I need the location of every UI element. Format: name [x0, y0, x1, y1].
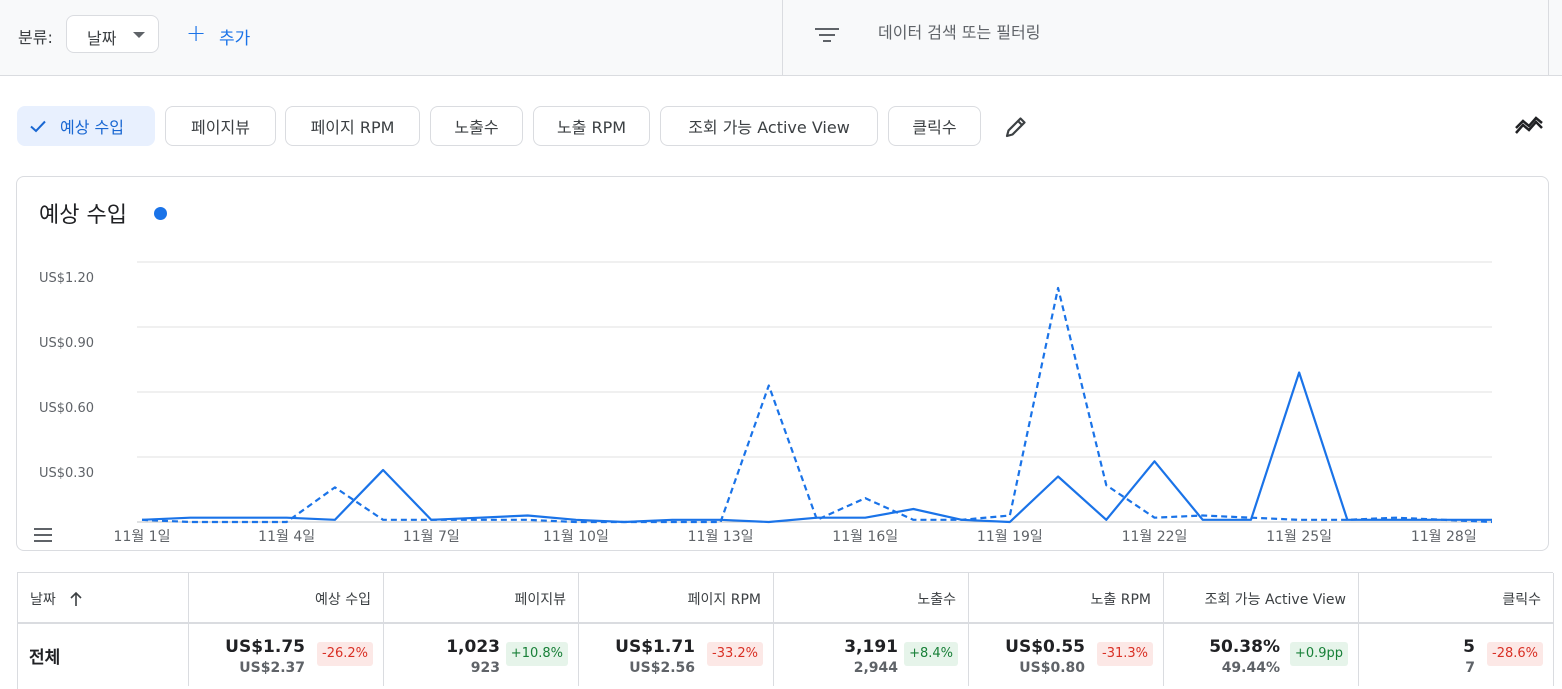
caret-down-icon — [133, 32, 145, 38]
y-tick-label: US$0.90 — [39, 336, 94, 351]
previous-value: US$2.56 — [629, 660, 695, 676]
y-tick-label: US$0.60 — [39, 401, 94, 416]
x-tick-label: 11월 13일 — [688, 529, 754, 545]
compare-trend-icon[interactable] — [1514, 114, 1544, 140]
table-header-pageviews[interactable]: 페이지뷰 — [384, 573, 579, 624]
table-header-clicks[interactable]: 클릭수 — [1359, 573, 1554, 624]
change-badge: +10.8% — [505, 642, 568, 666]
divider — [782, 0, 783, 75]
total-value: US$0.55 — [1005, 637, 1085, 657]
group-by-value: 날짜 — [87, 29, 117, 48]
pencil-icon[interactable] — [1002, 113, 1030, 141]
x-tick-label: 11월 28일 — [1411, 529, 1477, 545]
check-icon — [30, 120, 46, 133]
change-badge: +0.9pp — [1289, 642, 1348, 666]
change-badge: -33.2% — [707, 642, 763, 666]
total-cell-active-view: 50.38% 49.44% +0.9pp — [1164, 624, 1359, 686]
y-tick-label: US$1.20 — [39, 271, 94, 286]
total-value: 50.38% — [1209, 637, 1280, 657]
group-by-label: 분류: — [18, 28, 53, 47]
previous-value: 49.44% — [1221, 660, 1280, 676]
table-header-impressions[interactable]: 노출수 — [774, 573, 969, 624]
metric-chip-label: 페이지 RPM — [310, 118, 395, 137]
table-header-label: 조회 가능 Active View — [1204, 592, 1346, 608]
total-cell-page-rpm: US$1.71 US$2.56 -33.2% — [579, 624, 774, 686]
metric-chip-active-view[interactable]: 조회 가능 Active View — [660, 106, 878, 146]
metric-chip-pageviews[interactable]: 페이지뷰 — [165, 106, 276, 146]
chart-card: 예상 수입 US$1.20 US$0.90 US$0.60 US$0.30 11월 1일… — [16, 176, 1549, 551]
table-header-estimated-earnings[interactable]: 예상 수입 — [189, 573, 384, 624]
x-tick-label: 11월 16일 — [832, 529, 898, 545]
total-value: 5 — [1463, 637, 1475, 657]
x-tick-label: 11월 25일 — [1266, 529, 1332, 545]
search-input[interactable] — [878, 23, 1518, 42]
total-cell-estimated-earnings: US$1.75 US$2.37 -26.2% — [189, 624, 384, 686]
table-header-label: 날짜 — [30, 592, 56, 608]
table-header-label: 페이지뷰 — [514, 592, 566, 608]
line-chart: US$1.20 US$0.90 US$0.60 US$0.30 11월 1일 11월 4일… — [39, 261, 1493, 545]
total-value: US$1.75 — [225, 637, 305, 657]
total-value: US$1.71 — [615, 637, 695, 657]
metric-chip-label: 노출수 — [454, 118, 499, 137]
total-row-label: 전체 — [29, 648, 61, 668]
metric-chip-label: 예상 수입 — [60, 118, 124, 137]
toolbar: 분류: 날짜 + 추가 — [0, 0, 1562, 76]
total-cell-impressions: 3,191 2,944 +8.4% — [774, 624, 969, 686]
menu-icon[interactable] — [34, 528, 52, 542]
metric-chip-label: 페이지뷰 — [191, 118, 250, 137]
metric-chip-label: 조회 가능 Active View — [688, 118, 850, 137]
metric-chip-clicks[interactable]: 클릭수 — [888, 106, 981, 146]
metric-chip-label: 클릭수 — [912, 118, 957, 137]
table-header-label: 클릭수 — [1502, 592, 1541, 608]
group-by-select[interactable]: 날짜 — [66, 15, 159, 53]
previous-value: US$0.80 — [1019, 660, 1085, 676]
filter-icon[interactable] — [815, 24, 841, 46]
current-period-line — [141, 371, 1492, 524]
x-tick-label: 11월 4일 — [258, 529, 315, 545]
metric-chip-impression-rpm[interactable]: 노출 RPM — [533, 106, 650, 146]
x-tick-label: 11월 10일 — [543, 529, 609, 545]
metric-chip-page-rpm[interactable]: 페이지 RPM — [285, 106, 420, 146]
previous-value: 2,944 — [853, 660, 898, 676]
plus-icon: + — [186, 19, 207, 47]
total-cell-clicks: 5 7 -28.6% — [1359, 624, 1554, 686]
previous-period-line — [141, 286, 1493, 524]
table-header-date[interactable]: 날짜 — [18, 573, 189, 624]
change-badge: -31.3% — [1097, 642, 1153, 666]
table-header-page-rpm[interactable]: 페이지 RPM — [579, 573, 774, 624]
change-badge: -28.6% — [1487, 642, 1543, 666]
previous-value: 923 — [470, 660, 500, 676]
x-tick-label: 11월 7일 — [403, 529, 460, 545]
total-value: 1,023 — [446, 637, 500, 657]
table-header-impression-rpm[interactable]: 노출 RPM — [969, 573, 1164, 624]
total-cell-impression-rpm: US$0.55 US$0.80 -31.3% — [969, 624, 1164, 686]
y-tick-label: US$0.30 — [39, 466, 94, 481]
table-header-label: 노출 RPM — [1090, 592, 1151, 608]
summary-table: 날짜 예상 수입 페이지뷰 페이지 RPM 노출수 노출 RPM 조회 가능 A… — [17, 572, 1554, 689]
arrow-up-icon — [70, 591, 82, 606]
total-value: 3,191 — [844, 637, 898, 657]
x-tick-label: 11월 22일 — [1122, 529, 1188, 545]
previous-value: 7 — [1465, 660, 1475, 676]
series-color-dot — [154, 207, 167, 220]
table-header-label: 노출수 — [917, 592, 956, 608]
table-row: 전체 — [18, 624, 189, 686]
add-dimension-label: 추가 — [219, 29, 251, 49]
table-header-active-view[interactable]: 조회 가능 Active View — [1164, 573, 1359, 624]
chart-title: 예상 수입 — [39, 203, 127, 228]
metric-chip-label: 노출 RPM — [556, 118, 627, 137]
total-cell-pageviews: 1,023 923 +10.8% — [384, 624, 579, 686]
change-badge: +8.4% — [904, 642, 958, 666]
previous-value: US$2.37 — [239, 660, 305, 676]
metric-chip-impressions[interactable]: 노출수 — [430, 106, 523, 146]
table-header-label: 페이지 RPM — [687, 592, 761, 608]
divider — [1548, 0, 1549, 75]
metric-chip-estimated-earnings[interactable]: 예상 수입 — [17, 106, 155, 146]
table-header-label: 예상 수입 — [315, 592, 371, 608]
change-badge: -26.2% — [317, 642, 373, 666]
x-tick-label: 11월 19일 — [977, 529, 1043, 545]
x-tick-label: 11월 1일 — [114, 529, 171, 545]
